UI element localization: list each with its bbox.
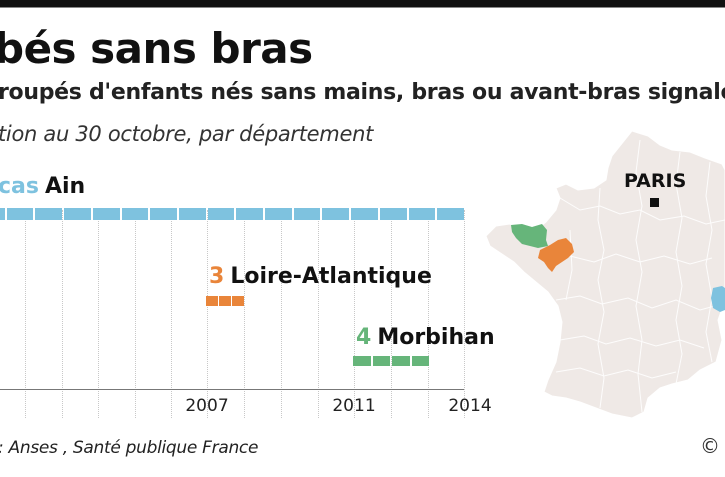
- case-segment: [121, 208, 149, 220]
- x-tick-2011: 2011: [332, 396, 376, 416]
- gridline: [25, 210, 26, 418]
- top-border-bar: [0, 0, 725, 8]
- gridline: [391, 210, 392, 418]
- chart-subtitle: roupés d'enfants nés sans mains, bras ou…: [0, 80, 725, 105]
- case-segment: [207, 208, 235, 220]
- gridline: [464, 210, 465, 418]
- series-label-morbihan: 4 Morbihan: [356, 325, 495, 350]
- case-segment: [411, 356, 429, 366]
- series-count-morbihan: 4: [356, 325, 372, 350]
- region-ain: [711, 286, 725, 312]
- case-segment: [437, 208, 464, 220]
- case-segment: [92, 208, 120, 220]
- gridline: [244, 210, 245, 418]
- gridline: [62, 210, 63, 418]
- timeline-chart: cas Ain 3 Loire-Atlantique 4 Morbihan 2007 …: [0, 160, 500, 420]
- case-segment: [232, 296, 244, 306]
- case-segment: [372, 356, 390, 366]
- case-segment: [353, 356, 371, 366]
- case-segment: [265, 208, 292, 220]
- gridline: [281, 210, 282, 418]
- department-borders: [547, 139, 725, 413]
- case-segment: [150, 208, 177, 220]
- case-segment: [351, 208, 378, 220]
- series-label-loire-atlantique: 3 Loire-Atlantique: [209, 264, 432, 289]
- gridline: [318, 210, 319, 418]
- series-label-ain: cas Ain: [0, 174, 85, 199]
- gridline: [171, 210, 172, 418]
- x-tick-2014: 2014: [448, 396, 492, 416]
- series-name-loire-atlantique: Loire-Atlantique: [230, 264, 432, 289]
- gridline: [207, 210, 208, 418]
- gridline: [428, 210, 429, 418]
- map-city-label-paris: PARIS: [624, 170, 687, 192]
- case-segment: [35, 208, 63, 220]
- x-tick-2007: 2007: [185, 396, 229, 416]
- case-segment: [0, 208, 5, 220]
- case-segment: [392, 356, 410, 366]
- france-outline: [485, 130, 725, 419]
- region-loire-atlantique: [538, 238, 574, 272]
- source-note: : Anses , Santé publique France: [0, 438, 259, 458]
- gridline: [135, 210, 136, 418]
- chart-date-note: tion au 30 octobre, par département: [0, 122, 374, 146]
- series-name-morbihan: Morbihan: [377, 325, 495, 350]
- series-name-ain: Ain: [44, 174, 86, 199]
- case-segment: [219, 296, 231, 306]
- france-map: [485, 130, 725, 419]
- gridline: [354, 210, 355, 418]
- series-count-ain: cas: [0, 174, 39, 199]
- case-segment: [379, 208, 407, 220]
- series-count-loire-atlantique: 3: [209, 264, 225, 289]
- chart-title: bés sans bras: [0, 24, 313, 73]
- case-segment: [64, 208, 91, 220]
- gridline: [98, 210, 99, 418]
- case-segment: [178, 208, 206, 220]
- case-segment: [408, 208, 436, 220]
- region-morbihan: [511, 224, 548, 248]
- case-segment: [236, 208, 264, 220]
- case-segment: [293, 208, 321, 220]
- copyright-icon: ©: [700, 434, 720, 458]
- case-segment: [322, 208, 350, 220]
- paris-marker-icon: [650, 198, 659, 207]
- case-segment: [206, 296, 218, 306]
- x-axis-line: [0, 389, 464, 390]
- case-segment: [6, 208, 34, 220]
